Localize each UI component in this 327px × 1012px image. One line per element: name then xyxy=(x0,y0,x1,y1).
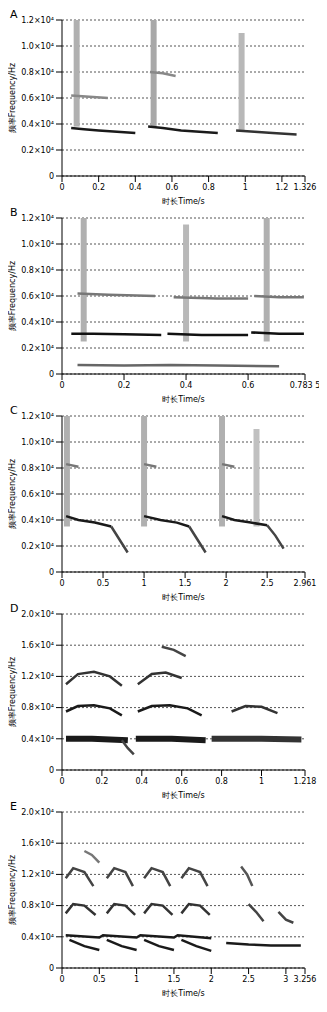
svg-text:0.8: 0.8 xyxy=(202,183,215,192)
svg-text:0: 0 xyxy=(49,370,54,379)
html-text:E: E xyxy=(10,800,17,813)
svg-text:0: 0 xyxy=(59,579,64,588)
svg-text:1.2×10⁴: 1.2×10⁴ xyxy=(21,412,54,421)
svg-text:0: 0 xyxy=(59,381,64,390)
svg-text:0.4×10⁴: 0.4×10⁴ xyxy=(21,516,54,525)
svg-text:时长Time/s: 时长Time/s xyxy=(162,791,204,800)
svg-text:时长Time/s: 时长Time/s xyxy=(162,593,204,602)
svg-text:1: 1 xyxy=(134,975,139,984)
svg-text:0.4×10⁴: 0.4×10⁴ xyxy=(21,933,54,942)
svg-text:1.0×10⁴: 1.0×10⁴ xyxy=(21,438,54,447)
html-text:D: D xyxy=(10,602,19,615)
svg-text:0.783 5: 0.783 5 xyxy=(290,381,319,390)
svg-text:0.6: 0.6 xyxy=(166,183,179,192)
svg-text:1.5: 1.5 xyxy=(179,579,192,588)
svg-text:2.5: 2.5 xyxy=(261,579,274,588)
svg-text:频率Frequency/Hz: 频率Frequency/Hz xyxy=(8,261,17,331)
svg-text:时长Time/s: 时长Time/s xyxy=(162,989,204,998)
svg-text:2.0×10⁴: 2.0×10⁴ xyxy=(21,610,54,619)
svg-text:0.8×10⁴: 0.8×10⁴ xyxy=(21,901,54,910)
svg-text:0.6: 0.6 xyxy=(175,777,188,786)
svg-text:频率Frequency/Hz: 频率Frequency/Hz xyxy=(8,657,17,727)
svg-text:0: 0 xyxy=(59,183,64,192)
svg-text:时长Time/s: 时长Time/s xyxy=(162,197,204,206)
svg-text:1: 1 xyxy=(259,777,264,786)
svg-text:1: 1 xyxy=(142,579,147,588)
svg-text:1.2×10⁴: 1.2×10⁴ xyxy=(21,214,54,223)
svg-text:0.4: 0.4 xyxy=(129,183,142,192)
svg-text:0.2: 0.2 xyxy=(92,183,105,192)
svg-text:1.218: 1.218 xyxy=(294,777,317,786)
svg-text:1.2×10⁴: 1.2×10⁴ xyxy=(21,16,54,25)
svg-text:3: 3 xyxy=(283,975,288,984)
svg-text:0.4: 0.4 xyxy=(180,381,193,390)
svg-text:3.256: 3.256 xyxy=(294,975,317,984)
svg-text:频率Frequency/Hz: 频率Frequency/Hz xyxy=(8,63,17,133)
svg-text:1.326: 1.326 xyxy=(294,183,317,192)
svg-text:0: 0 xyxy=(49,172,54,181)
svg-text:0.4×10⁴: 0.4×10⁴ xyxy=(21,735,54,744)
svg-text:0.2: 0.2 xyxy=(96,777,109,786)
svg-text:0.4×10⁴: 0.4×10⁴ xyxy=(21,120,54,129)
html-text:C: C xyxy=(10,404,18,417)
svg-text:2: 2 xyxy=(209,975,214,984)
svg-text:0.2×10⁴: 0.2×10⁴ xyxy=(21,542,54,551)
svg-text:0.8×10⁴: 0.8×10⁴ xyxy=(21,68,54,77)
svg-text:时长Time/s: 时长Time/s xyxy=(162,395,204,404)
svg-text:0.4×10⁴: 0.4×10⁴ xyxy=(21,318,54,327)
svg-text:0.2: 0.2 xyxy=(118,381,131,390)
html-text:A: A xyxy=(10,8,18,21)
svg-text:0.5: 0.5 xyxy=(93,975,106,984)
svg-text:频率Frequency/Hz: 频率Frequency/Hz xyxy=(8,855,17,925)
svg-text:0.2×10⁴: 0.2×10⁴ xyxy=(21,146,54,155)
svg-text:2.961: 2.961 xyxy=(294,579,317,588)
svg-text:0: 0 xyxy=(49,964,54,973)
svg-text:1.6×10⁴: 1.6×10⁴ xyxy=(21,839,54,848)
svg-text:1.2×10⁴: 1.2×10⁴ xyxy=(21,672,54,681)
svg-text:0.2×10⁴: 0.2×10⁴ xyxy=(21,344,54,353)
svg-text:1: 1 xyxy=(243,183,248,192)
svg-text:0: 0 xyxy=(59,975,64,984)
svg-text:频率Frequency/Hz: 频率Frequency/Hz xyxy=(8,459,17,529)
svg-text:2: 2 xyxy=(224,579,229,588)
svg-text:1.5: 1.5 xyxy=(168,975,181,984)
html-text:B: B xyxy=(10,206,18,219)
svg-text:0.6×10⁴: 0.6×10⁴ xyxy=(21,490,54,499)
svg-text:0.8×10⁴: 0.8×10⁴ xyxy=(21,266,54,275)
svg-text:0.5: 0.5 xyxy=(97,579,110,588)
svg-text:1.2×10⁴: 1.2×10⁴ xyxy=(21,870,54,879)
svg-text:0: 0 xyxy=(59,777,64,786)
svg-text:0.6×10⁴: 0.6×10⁴ xyxy=(21,94,54,103)
svg-text:0.8: 0.8 xyxy=(215,777,228,786)
svg-text:0.6: 0.6 xyxy=(242,381,255,390)
svg-text:0: 0 xyxy=(49,568,54,577)
svg-text:1.6×10⁴: 1.6×10⁴ xyxy=(21,641,54,650)
svg-text:0.8×10⁴: 0.8×10⁴ xyxy=(21,703,54,712)
svg-text:0: 0 xyxy=(49,766,54,775)
svg-text:1.0×10⁴: 1.0×10⁴ xyxy=(21,42,54,51)
svg-text:1.0×10⁴: 1.0×10⁴ xyxy=(21,240,54,249)
svg-text:1.2: 1.2 xyxy=(276,183,289,192)
svg-text:2.5: 2.5 xyxy=(242,975,255,984)
svg-text:0.6×10⁴: 0.6×10⁴ xyxy=(21,292,54,301)
svg-text:0.4: 0.4 xyxy=(135,777,148,786)
svg-text:2.0×10⁴: 2.0×10⁴ xyxy=(21,808,54,817)
svg-text:0.8×10⁴: 0.8×10⁴ xyxy=(21,464,54,473)
